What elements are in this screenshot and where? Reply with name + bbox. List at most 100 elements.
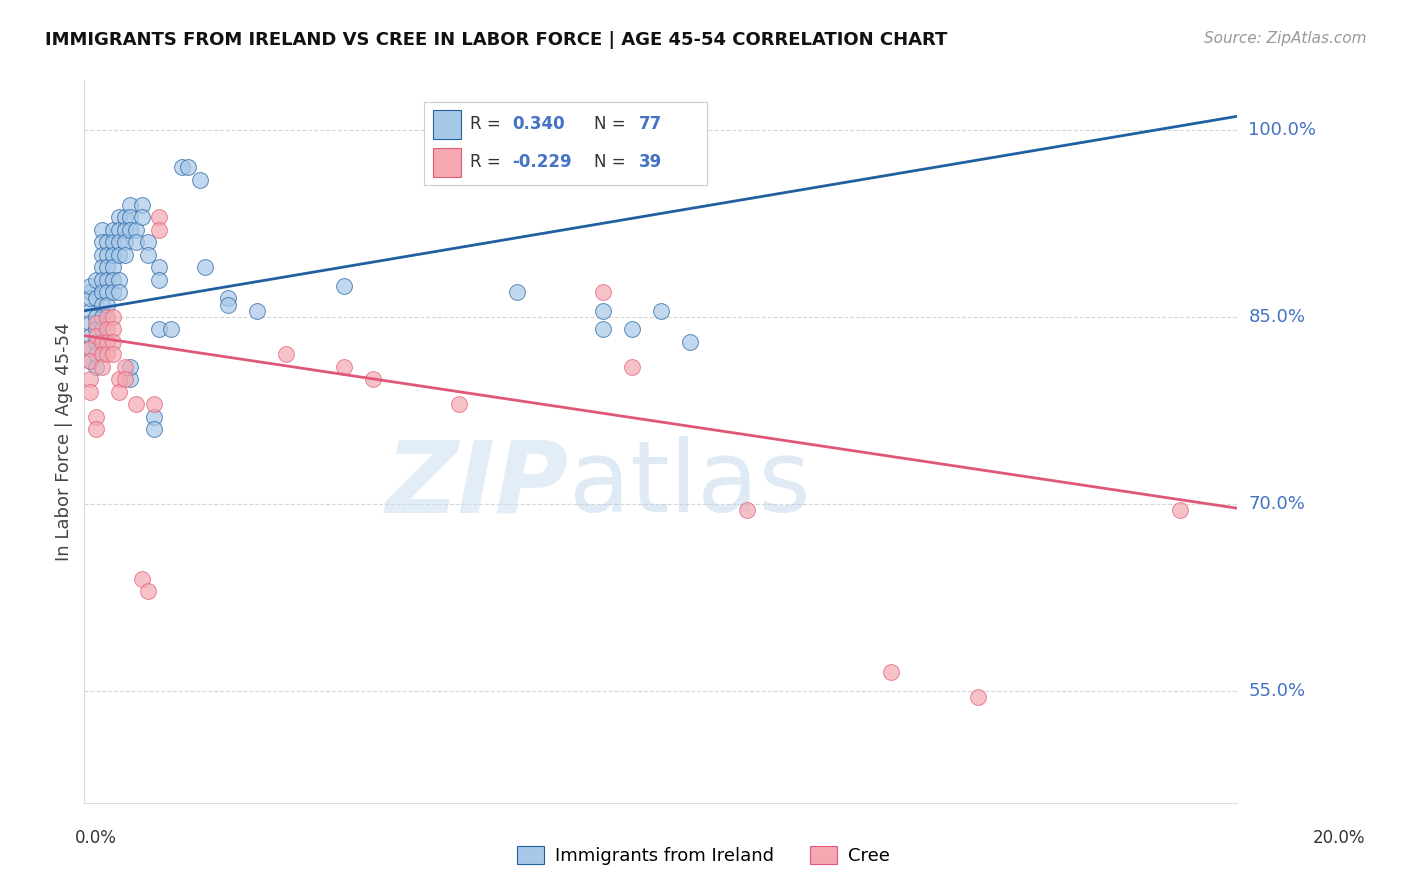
Point <box>84 422 107 436</box>
Point <box>136 584 159 599</box>
Point <box>108 272 131 286</box>
Point <box>333 278 356 293</box>
Point <box>148 211 170 225</box>
Point <box>103 347 124 361</box>
Point <box>84 347 107 361</box>
Point <box>506 285 529 299</box>
Point <box>84 359 107 374</box>
Text: 70.0%: 70.0% <box>1249 495 1305 513</box>
Point <box>84 409 107 424</box>
Point <box>103 310 124 324</box>
Point <box>125 397 148 411</box>
Point <box>114 211 136 225</box>
Point <box>148 322 170 336</box>
Point <box>114 223 136 237</box>
Point <box>84 316 107 330</box>
Point <box>96 310 118 324</box>
Point <box>96 272 118 286</box>
Point <box>84 322 107 336</box>
Point <box>103 223 124 237</box>
Text: ZIP: ZIP <box>385 436 568 533</box>
Point <box>79 303 101 318</box>
Point <box>114 248 136 262</box>
Point <box>103 272 124 286</box>
Point <box>96 235 118 250</box>
Point <box>96 248 118 262</box>
Point <box>84 334 107 349</box>
Text: 55.0%: 55.0% <box>1249 681 1306 699</box>
Point <box>114 235 136 250</box>
Point <box>108 248 131 262</box>
Point <box>108 285 131 299</box>
Point <box>90 235 112 250</box>
Point <box>621 359 644 374</box>
Text: 0.0%: 0.0% <box>75 829 117 847</box>
Point <box>103 334 124 349</box>
Point <box>103 248 124 262</box>
Point <box>90 334 112 349</box>
Point <box>333 359 356 374</box>
Point <box>90 359 112 374</box>
Point <box>136 248 159 262</box>
Point <box>125 223 148 237</box>
Point <box>142 397 165 411</box>
Point <box>131 198 153 212</box>
Point <box>679 334 702 349</box>
Text: Source: ZipAtlas.com: Source: ZipAtlas.com <box>1204 31 1367 46</box>
Point <box>84 272 107 286</box>
Point <box>90 322 112 336</box>
Legend: Immigrants from Ireland, Cree: Immigrants from Ireland, Cree <box>509 839 897 872</box>
Point <box>194 260 217 274</box>
Point <box>96 260 118 274</box>
Point <box>90 310 112 324</box>
Point <box>79 341 101 355</box>
Point <box>131 211 153 225</box>
Point <box>79 353 101 368</box>
Point <box>621 322 644 336</box>
Point <box>276 347 298 361</box>
Point <box>967 690 990 704</box>
Point <box>114 359 136 374</box>
Point <box>177 161 200 175</box>
Point <box>361 372 384 386</box>
Point <box>79 353 101 368</box>
Point <box>148 260 170 274</box>
Text: 20.0%: 20.0% <box>1312 829 1365 847</box>
Point <box>103 260 124 274</box>
Point <box>114 372 136 386</box>
Point <box>90 248 112 262</box>
Point <box>120 359 142 374</box>
Point <box>90 223 112 237</box>
Point <box>246 303 269 318</box>
Point <box>136 235 159 250</box>
Point <box>79 316 101 330</box>
Point <box>79 384 101 399</box>
Point <box>79 291 101 305</box>
Point <box>90 297 112 311</box>
Point <box>449 397 471 411</box>
Point <box>103 235 124 250</box>
Point <box>125 235 148 250</box>
Point <box>96 334 118 349</box>
Text: IMMIGRANTS FROM IRELAND VS CREE IN LABOR FORCE | AGE 45-54 CORRELATION CHART: IMMIGRANTS FROM IRELAND VS CREE IN LABOR… <box>45 31 948 49</box>
Text: 85.0%: 85.0% <box>1249 308 1305 326</box>
Point <box>79 341 101 355</box>
Point <box>148 223 170 237</box>
Point <box>103 285 124 299</box>
Point <box>120 372 142 386</box>
Point <box>90 285 112 299</box>
Point <box>90 347 112 361</box>
Point <box>188 173 211 187</box>
Point <box>90 260 112 274</box>
Point <box>108 372 131 386</box>
Point <box>120 223 142 237</box>
Point <box>737 503 759 517</box>
Point <box>84 328 107 343</box>
Point <box>79 278 101 293</box>
Point <box>79 372 101 386</box>
Point <box>880 665 903 679</box>
Point <box>160 322 183 336</box>
Point <box>650 303 672 318</box>
Point <box>108 211 131 225</box>
Point <box>96 297 118 311</box>
